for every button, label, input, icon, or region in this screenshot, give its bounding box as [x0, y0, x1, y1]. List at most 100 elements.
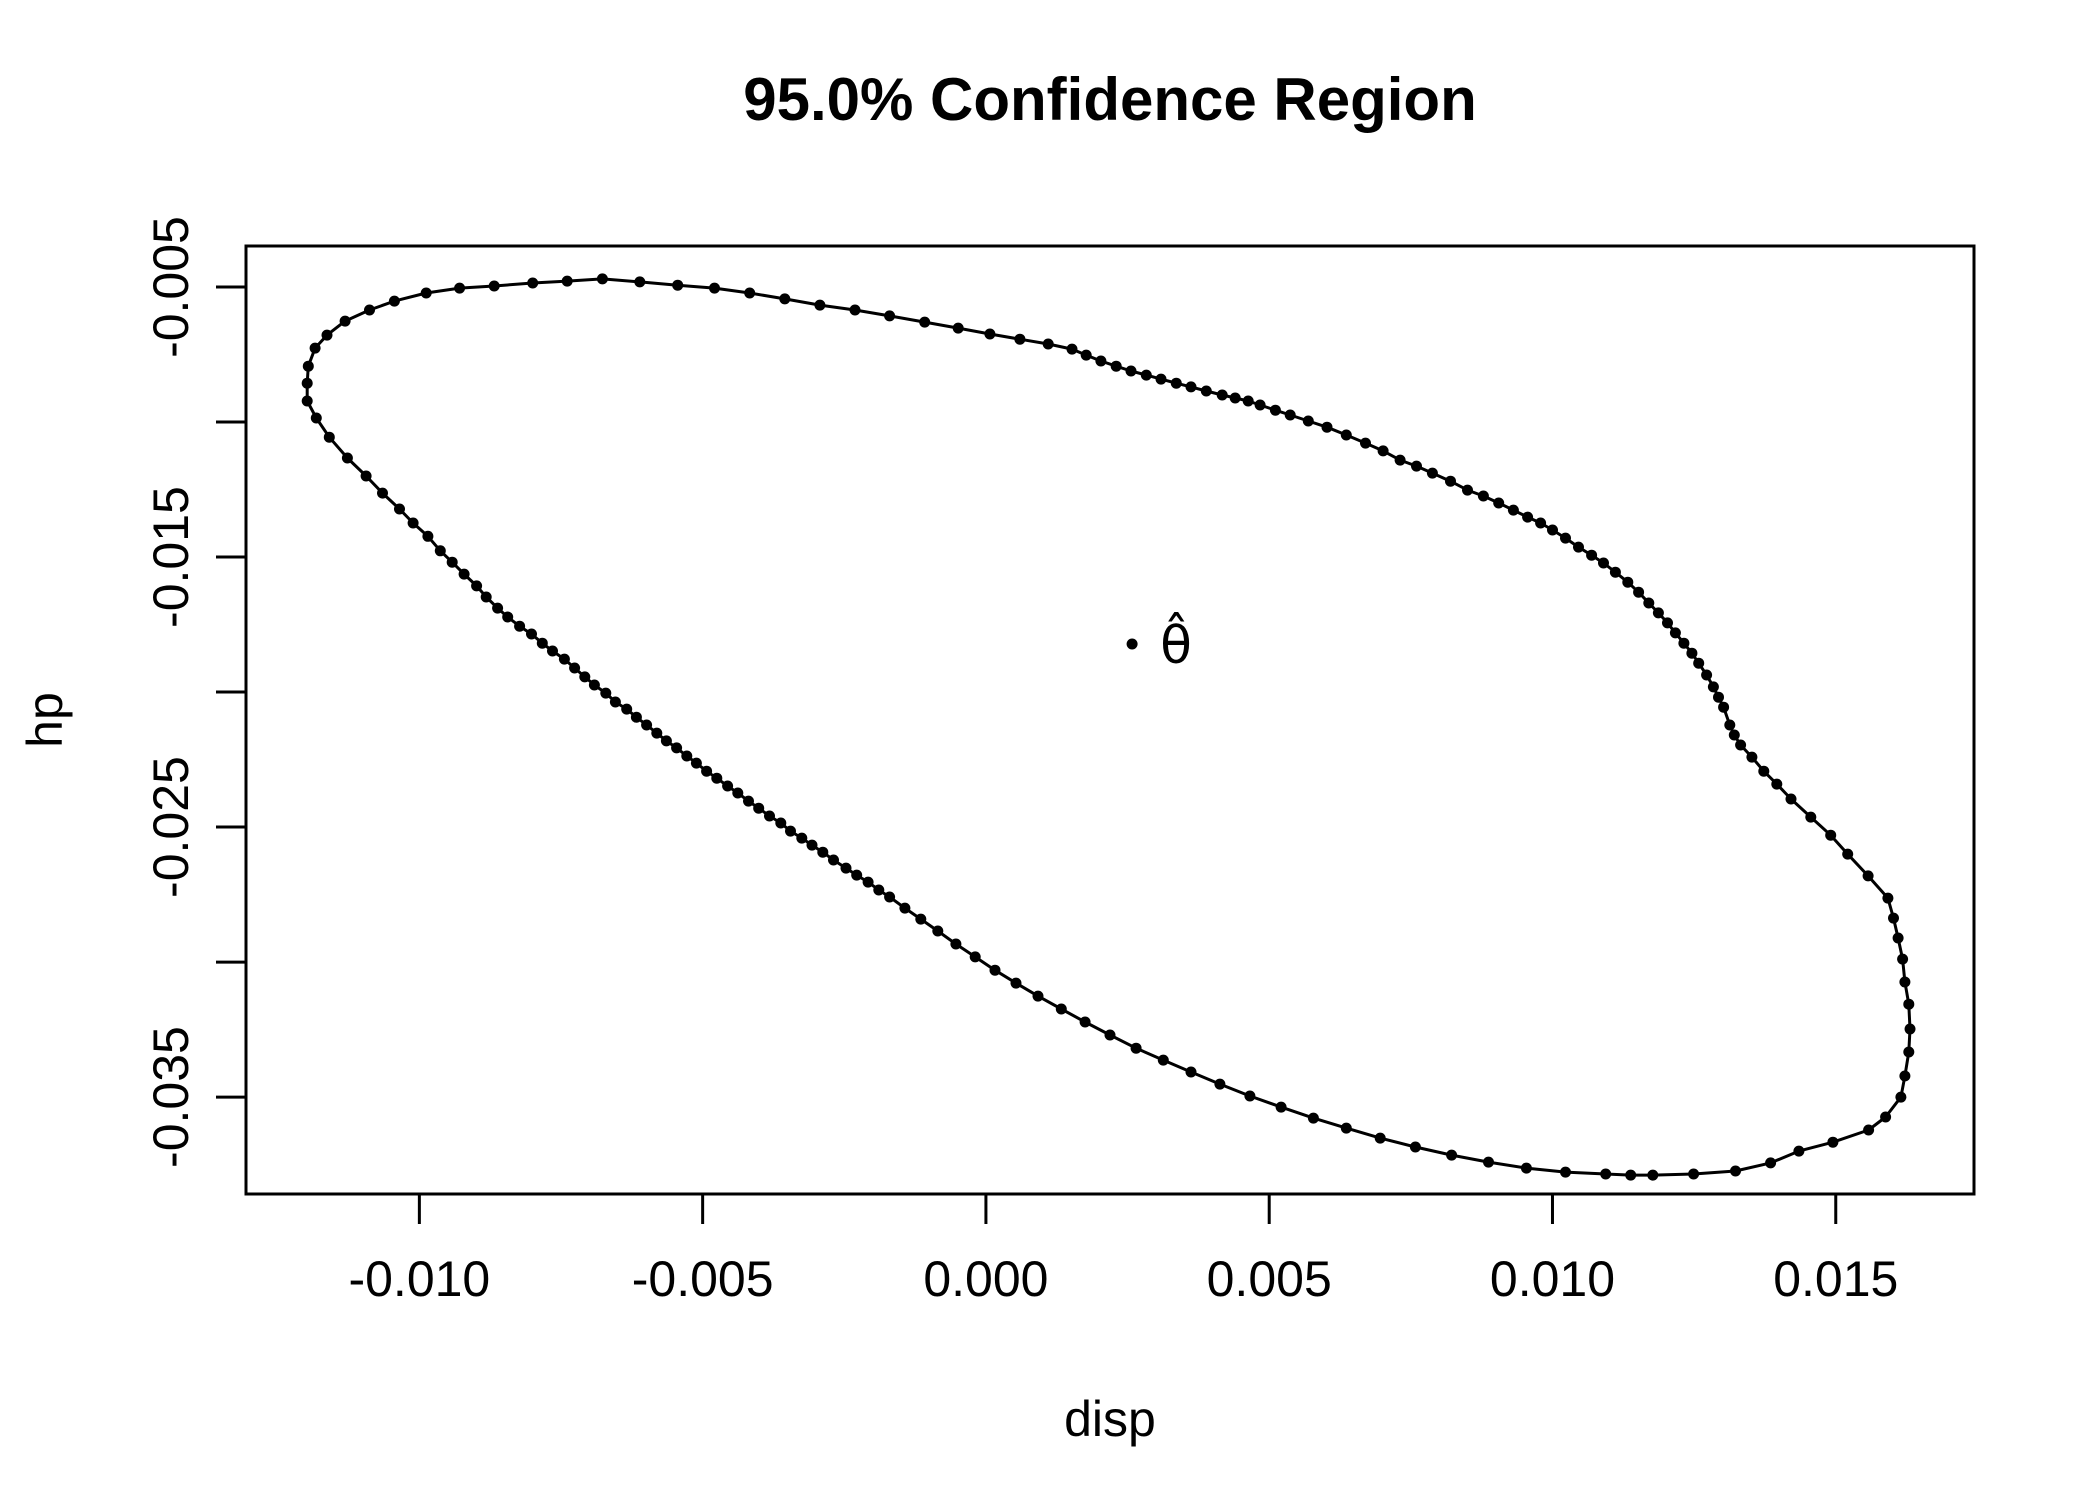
contour-point: [932, 925, 944, 937]
contour-point: [641, 719, 653, 731]
contour-point: [1493, 497, 1505, 509]
contour-point: [1888, 912, 1899, 924]
contour-point: [1547, 524, 1558, 536]
contour-point: [1462, 484, 1473, 496]
contour-point: [1560, 532, 1571, 544]
contour-point: [1042, 338, 1054, 350]
contour-point: [1724, 719, 1736, 731]
contour-point: [458, 568, 470, 580]
contour-point: [690, 757, 702, 769]
contour-point: [492, 602, 504, 614]
contour-point: [1707, 681, 1719, 693]
contour-point: [1321, 421, 1333, 433]
contour-point: [514, 620, 526, 632]
contour-point: [989, 964, 1001, 976]
contour-point: [1863, 1124, 1875, 1136]
contour-point: [388, 295, 400, 307]
contour-point: [1827, 1136, 1839, 1148]
contour-point: [1880, 1111, 1892, 1123]
contour-point: [1573, 541, 1584, 553]
contour-point: [1713, 691, 1724, 703]
contour-point: [1771, 778, 1783, 790]
contour-point: [814, 299, 826, 311]
contour-point: [1426, 467, 1438, 479]
contour-point: [764, 810, 775, 822]
contour-point: [828, 854, 839, 866]
contour-point: [407, 517, 419, 529]
contour-point: [806, 839, 818, 851]
x-tick-label: 0.005: [1207, 1251, 1332, 1307]
contour-point: [1904, 1023, 1916, 1035]
contour-point: [1882, 892, 1894, 904]
contour-point: [1284, 409, 1296, 421]
contour-point: [851, 869, 863, 881]
contour-point: [779, 293, 791, 305]
contour-point: [488, 280, 500, 292]
contour-point: [950, 938, 962, 950]
contour-point: [862, 876, 874, 888]
contour-point: [1643, 597, 1655, 609]
contour-point: [1746, 751, 1758, 763]
contour-point: [1242, 395, 1254, 407]
contour-point: [1805, 811, 1817, 823]
x-tick-label: 0.015: [1773, 1251, 1898, 1307]
contour-point: [701, 765, 713, 777]
contour-point: [1765, 1157, 1777, 1169]
contour-point: [1014, 333, 1026, 345]
plot-title: 95.0% Confidence Region: [743, 66, 1476, 133]
contour-point: [1157, 1054, 1169, 1066]
contour-point: [1892, 932, 1904, 944]
contour-point: [1899, 976, 1911, 988]
contour-point: [1899, 1070, 1911, 1082]
contour-point: [1409, 1141, 1421, 1153]
contour-point: [1678, 637, 1690, 649]
contour-point: [600, 687, 612, 699]
contour-point: [609, 696, 621, 708]
contour-point: [743, 795, 754, 807]
contour-point: [732, 787, 744, 799]
contour-point: [394, 503, 405, 515]
contour-point: [446, 556, 458, 568]
contour-point: [952, 322, 964, 334]
y-tick-label: -0.035: [143, 1026, 199, 1168]
contour-point: [1229, 392, 1241, 404]
contour-point: [321, 329, 333, 341]
y-tick-label: -0.005: [143, 216, 199, 358]
contour-point: [1254, 399, 1266, 411]
contour-point: [709, 282, 720, 294]
y-tick-label: -0.015: [143, 486, 199, 628]
contour-point: [579, 671, 591, 683]
contour-point: [1598, 557, 1609, 569]
contour-point: [884, 310, 896, 322]
contour-point: [1374, 1132, 1386, 1144]
contour-point: [364, 304, 375, 316]
contour-point: [1095, 355, 1107, 367]
contour-point: [1055, 1003, 1067, 1015]
contour-point: [1302, 415, 1314, 427]
contour-point: [1170, 377, 1182, 389]
x-tick-label: -0.010: [348, 1251, 490, 1307]
contour-point: [310, 412, 322, 424]
contour-point: [1340, 1122, 1352, 1134]
plot-frame: [244, 244, 1976, 1196]
contour-point: [1652, 607, 1664, 619]
confidence-region-contour: [301, 273, 1916, 1181]
contour-point: [1903, 1046, 1915, 1058]
contour-point: [309, 342, 321, 354]
x-tick-label: 0.000: [923, 1251, 1048, 1307]
contour-point: [526, 628, 537, 640]
contour-point: [377, 487, 388, 499]
contour-point: [817, 846, 829, 858]
contour-point: [969, 951, 981, 963]
contour-point: [1586, 549, 1598, 561]
contour-point: [1701, 669, 1713, 681]
contour-point: [1688, 1168, 1700, 1180]
contour-point: [480, 591, 492, 603]
contour-point: [899, 902, 911, 914]
contour-point: [796, 832, 808, 844]
contour-point: [420, 287, 432, 299]
contour-point: [1600, 1168, 1612, 1180]
contour-point: [660, 735, 672, 747]
